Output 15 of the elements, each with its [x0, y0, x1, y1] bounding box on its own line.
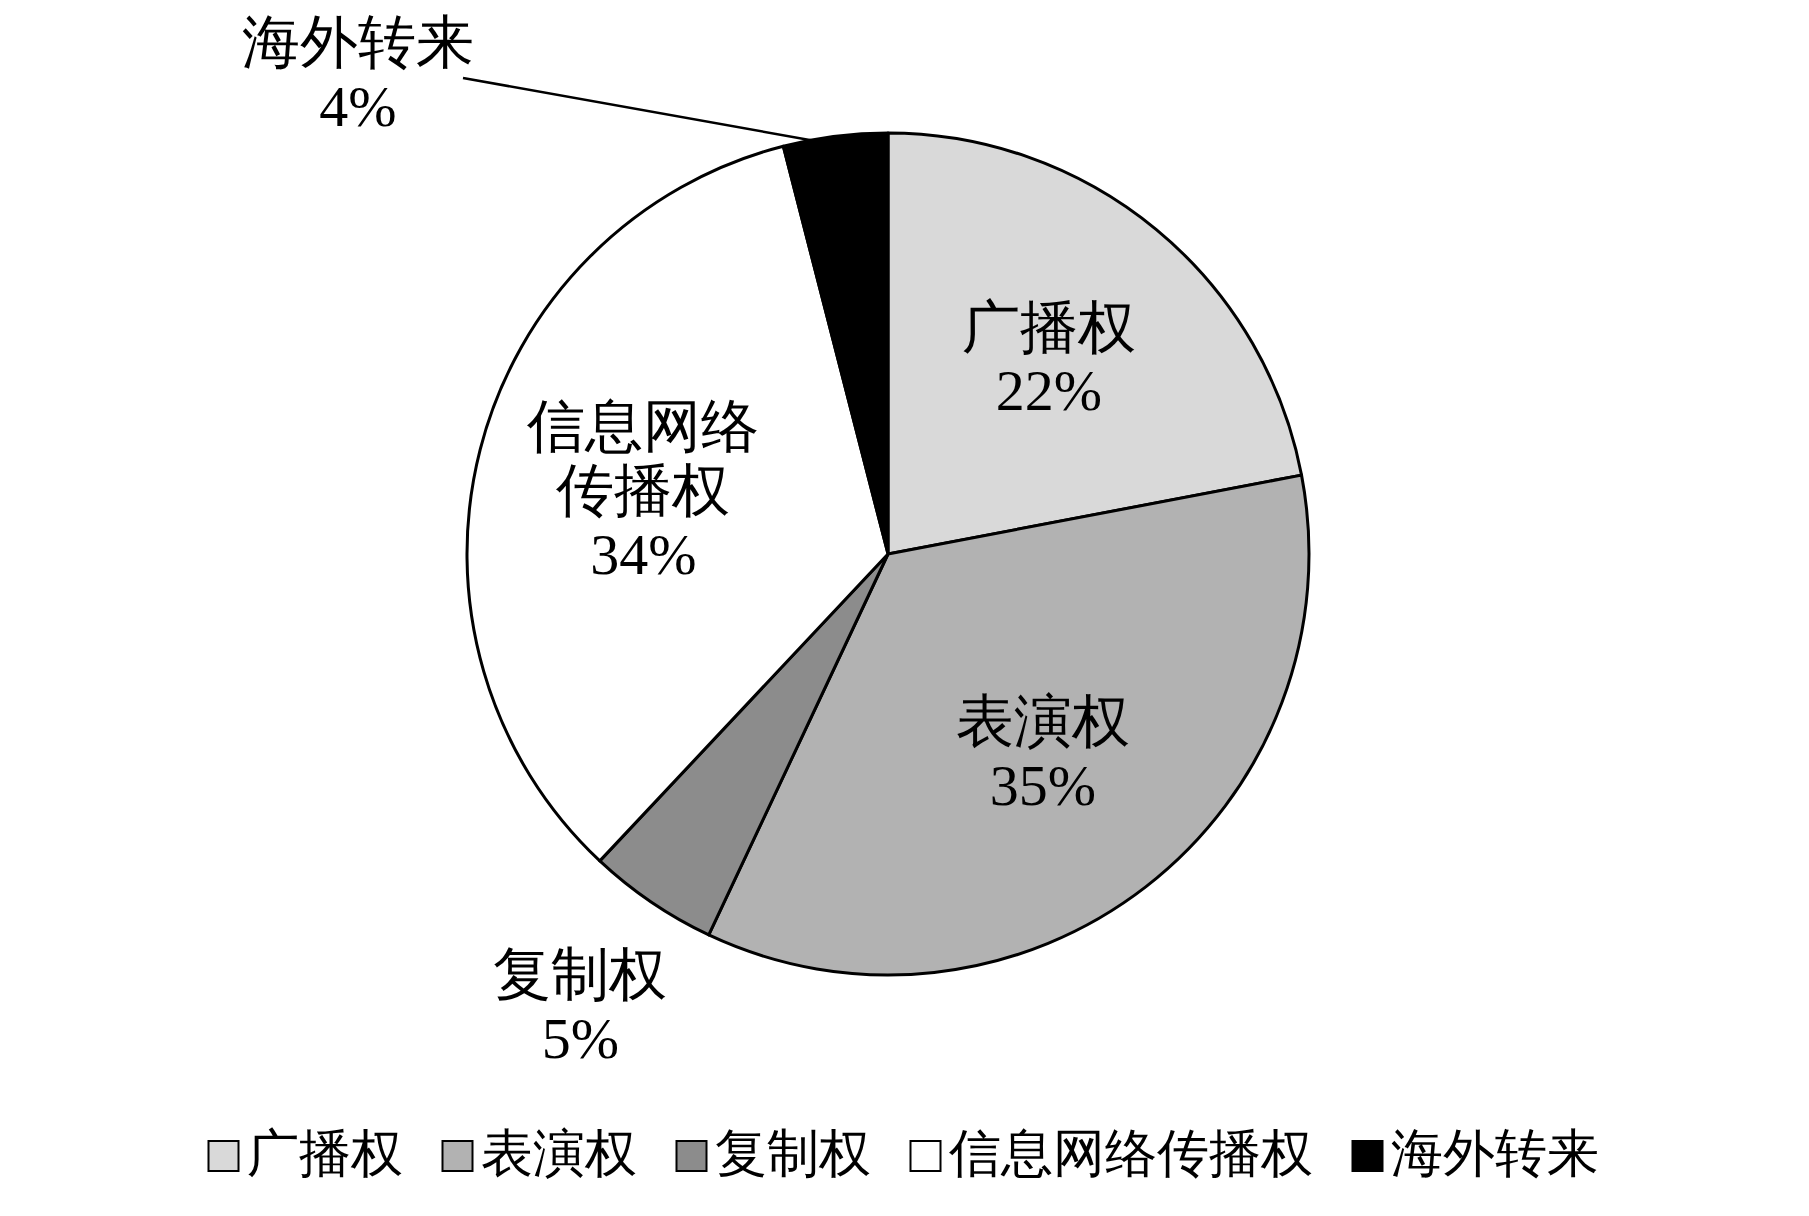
legend-label: 复制权	[714, 1125, 871, 1182]
slice-label: 复制权	[492, 941, 669, 1007]
slice-label: 海外转来	[241, 10, 475, 76]
slice-label: 信息网络传播权	[526, 394, 761, 524]
legend-label: 海外转来	[1390, 1125, 1599, 1182]
legend-label: 信息网络传播权	[948, 1125, 1313, 1182]
legend-label: 广播权	[246, 1125, 403, 1182]
legend-label: 表演权	[480, 1125, 637, 1182]
slice-label: 表演权	[954, 688, 1131, 754]
slice-label: 广播权	[961, 294, 1137, 360]
data-label: 34%	[589, 522, 698, 588]
data-label: 5%	[540, 1005, 620, 1071]
data-label: 22%	[994, 358, 1104, 424]
data-label: 35%	[988, 752, 1097, 818]
data-label: 4%	[318, 73, 398, 139]
